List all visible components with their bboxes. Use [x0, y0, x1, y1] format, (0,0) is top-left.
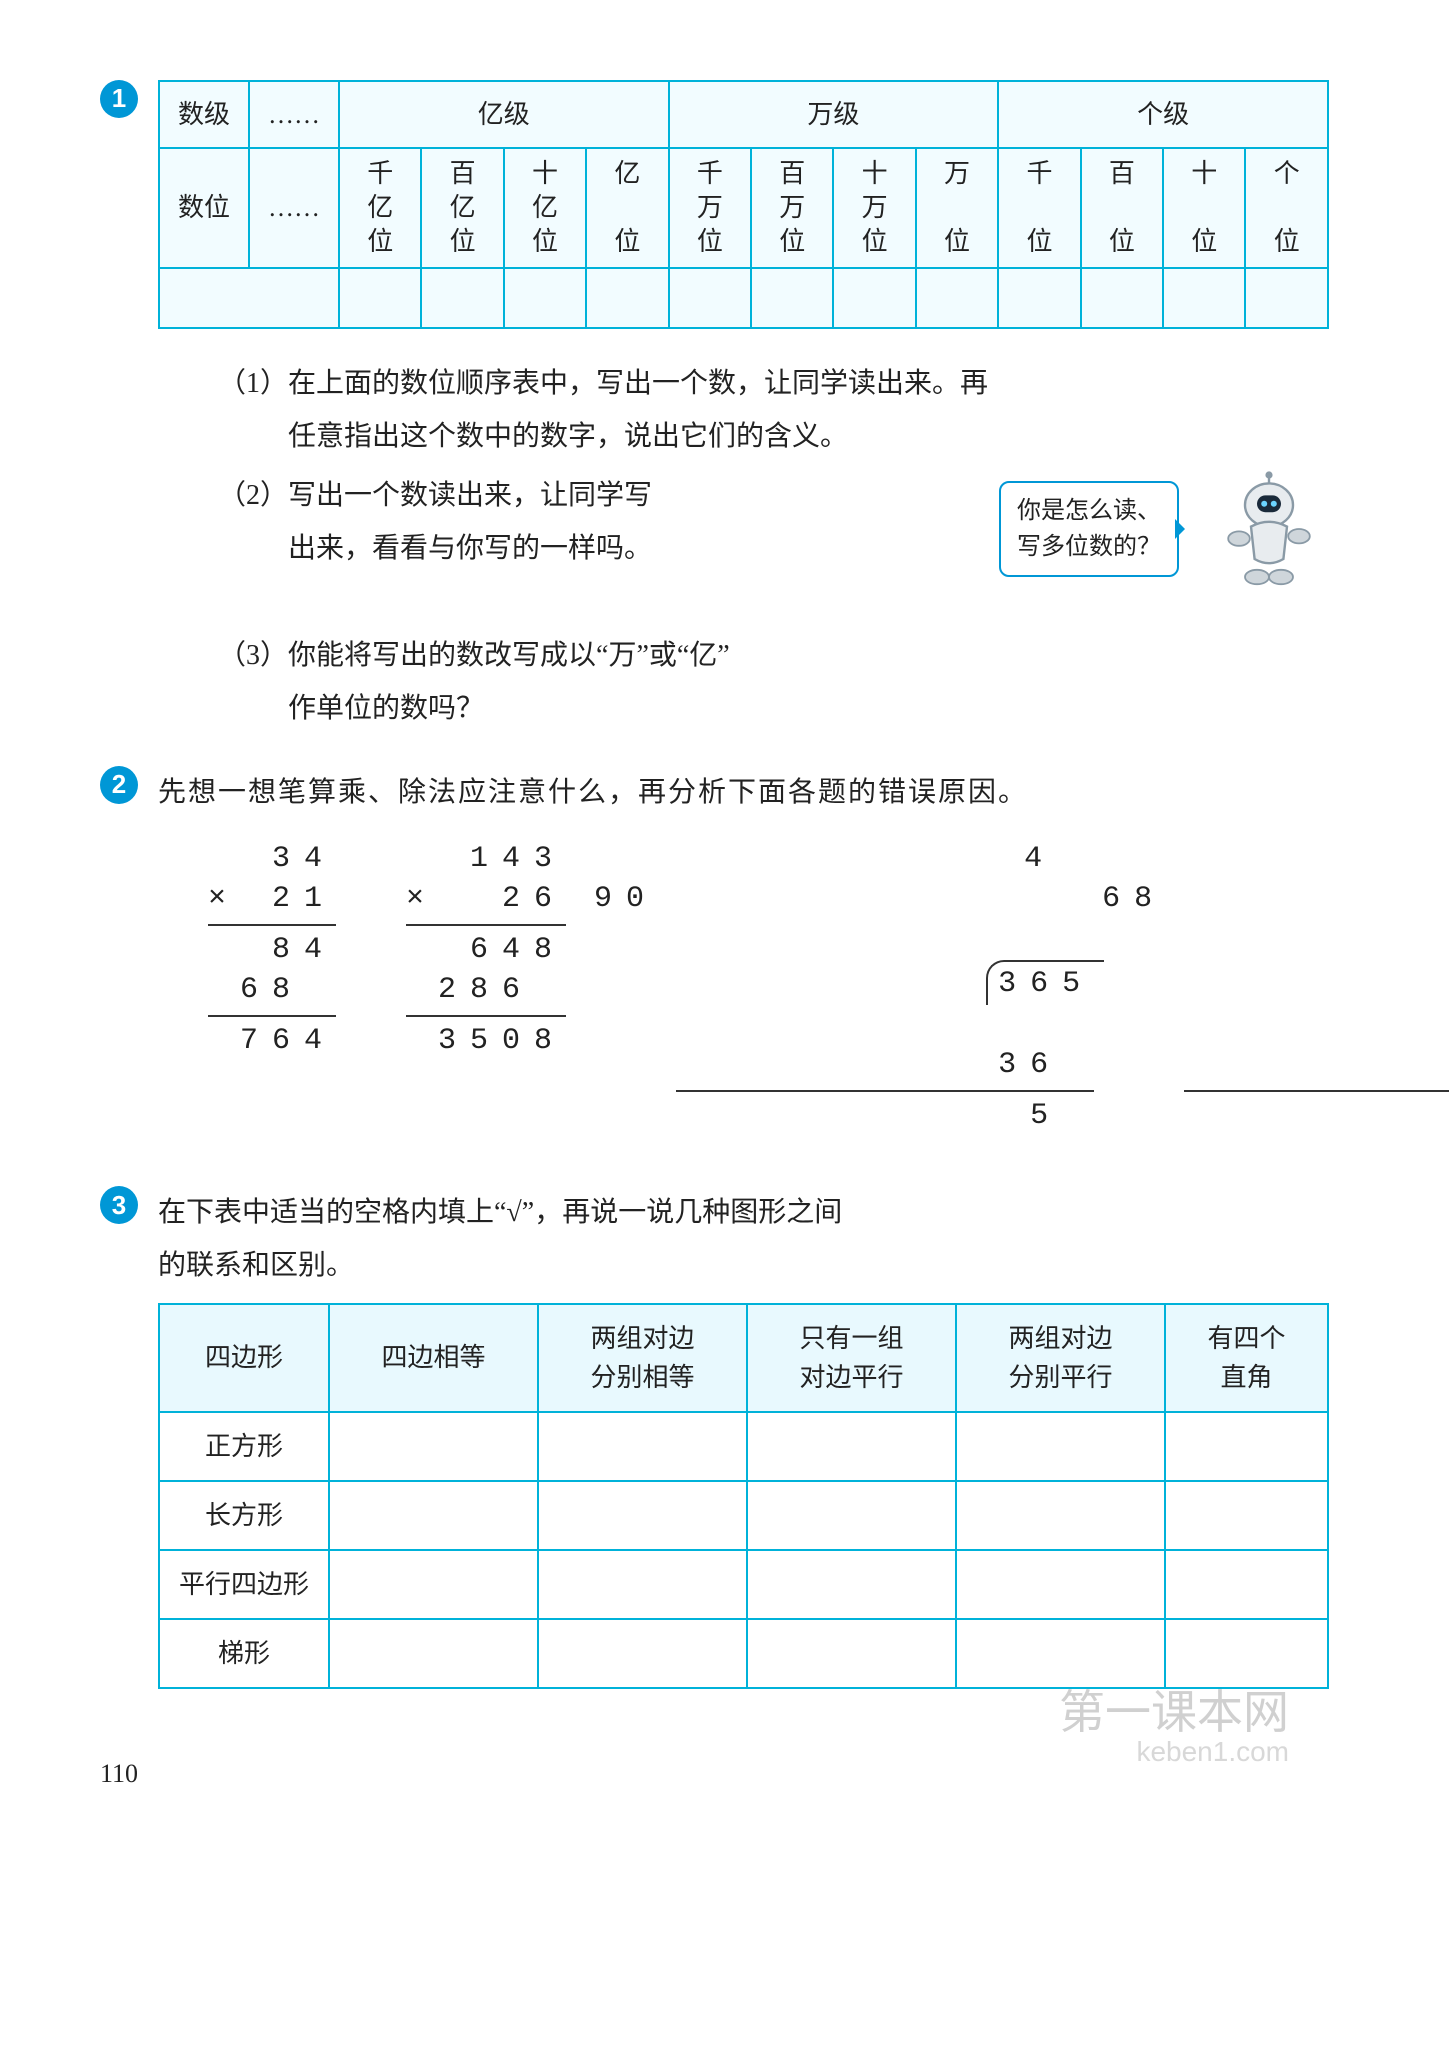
bubble-line1: 你是怎么读、 [1017, 498, 1161, 524]
q1-3-num: （3） [218, 629, 288, 735]
pv-cell: 百 万 位 [751, 148, 833, 267]
pv-cell: 百 亿 位 [421, 148, 503, 267]
pv-group-wan: 万级 [669, 81, 999, 148]
speech-bubble: 你是怎么读、 写多位数的？ [999, 481, 1179, 577]
pv-ellipsis2: …… [249, 148, 339, 267]
pv-blank [586, 268, 668, 328]
pv-blank [833, 268, 915, 328]
shape-cell [1165, 1619, 1328, 1688]
shape-cell [956, 1619, 1165, 1688]
question-3: 3 在下表中适当的空格内填上“√”，再说一说几种图形之间 的联系和区别。 四边形… [100, 1186, 1329, 1688]
shape-cell [329, 1412, 538, 1481]
shape-cell [956, 1550, 1165, 1619]
pv-blank [504, 268, 586, 328]
pv-blank [421, 268, 503, 328]
pv-blank [159, 268, 339, 328]
shape-cell [329, 1550, 538, 1619]
shape-cell [747, 1619, 956, 1688]
pv-blank [1163, 268, 1245, 328]
pv-group-yi: 亿级 [339, 81, 669, 148]
pv-blank [916, 268, 998, 328]
pv-blank [1245, 268, 1328, 328]
shape-cell [747, 1550, 956, 1619]
shape-header: 四边相等 [329, 1304, 538, 1412]
q1-1-num: （1） [218, 357, 288, 463]
q3-prompt: 在下表中适当的空格内填上“√”，再说一说几种图形之间 的联系和区别。 [158, 1186, 1329, 1292]
robot-icon [1209, 469, 1329, 589]
shape-cell [538, 1619, 747, 1688]
pv-cell: 千 亿 位 [339, 148, 421, 267]
pv-cell: 百 位 [1081, 148, 1163, 267]
shapes-table: 四边形 四边相等 两组对边 分别相等 只有一组 对边平行 两组对边 分别平行 有… [158, 1303, 1329, 1689]
shape-header: 两组对边 分别平行 [956, 1304, 1165, 1412]
question-2: 2 先想一想笔算乘、除法应注意什么，再分析下面各题的错误原因。 34 × 21 … [100, 766, 1329, 1157]
shape-header: 四边形 [159, 1304, 329, 1412]
pv-cell: 十 亿 位 [504, 148, 586, 267]
q1-2-line1: 写出一个数读出来，让同学写 [288, 480, 652, 511]
q1-3-line2: 作单位的数吗？ [288, 693, 484, 724]
shape-header: 两组对边 分别相等 [538, 1304, 747, 1412]
shape-cell [956, 1412, 1165, 1481]
pv-blank [998, 268, 1080, 328]
pv-blank [339, 268, 421, 328]
math-div-2: 5 68 408 340 68 [1174, 839, 1449, 1137]
page-number: 110 [100, 1749, 1329, 1798]
pv-label2: 数位 [159, 148, 249, 267]
pv-cell: 万 位 [916, 148, 998, 267]
shape-header: 只有一组 对边平行 [747, 1304, 956, 1412]
q1-item-1: （1） 在上面的数位顺序表中，写出一个数，让同学读出来。再 任意指出这个数中的数… [218, 357, 1329, 463]
pv-blank [669, 268, 751, 328]
q1-1-line2: 任意指出这个数中的数字，说出它们的含义。 [288, 421, 848, 452]
shape-row-label: 正方形 [159, 1412, 329, 1481]
shape-header: 有四个 直角 [1165, 1304, 1328, 1412]
q1-3-line1: 你能将写出的数改写成以“万”或“亿” [288, 640, 730, 671]
question-3-number: 3 [100, 1186, 138, 1224]
pv-blank [751, 268, 833, 328]
shape-row-label: 梯形 [159, 1619, 329, 1688]
shape-cell [747, 1412, 956, 1481]
shape-cell [1165, 1481, 1328, 1550]
q1-item-2: （2） 写出一个数读出来，让同学写 出来，看看与你写的一样吗。 [218, 469, 999, 575]
shape-cell [538, 1481, 747, 1550]
pv-cell: 十 位 [1163, 148, 1245, 267]
place-value-table: 数级 …… 亿级 万级 个级 数位 …… 千 亿 位 百 亿 位 十 亿 位 亿… [158, 80, 1329, 329]
pv-ellipsis: …… [249, 81, 339, 148]
q1-item-3: （3） 你能将写出的数改写成以“万”或“亿” 作单位的数吗？ [218, 629, 1329, 735]
shape-cell [329, 1619, 538, 1688]
shape-row-label: 平行四边形 [159, 1550, 329, 1619]
q1-2-line2: 出来，看看与你写的一样吗。 [288, 533, 652, 564]
pv-label: 数级 [159, 81, 249, 148]
question-2-number: 2 [100, 766, 138, 804]
pv-group-ge: 个级 [998, 81, 1328, 148]
bubble-line2: 写多位数的？ [1017, 534, 1161, 560]
pv-cell: 十 万 位 [833, 148, 915, 267]
shape-row-label: 长方形 [159, 1481, 329, 1550]
q2-prompt: 先想一想笔算乘、除法应注意什么，再分析下面各题的错误原因。 [158, 766, 1449, 819]
question-1-number: 1 [100, 80, 138, 118]
shape-cell [538, 1550, 747, 1619]
shape-cell [1165, 1550, 1328, 1619]
math-mult-1: 34 × 21 84 68 764 [208, 839, 336, 1137]
shape-cell [1165, 1412, 1328, 1481]
pv-cell: 个 位 [1245, 148, 1328, 267]
shape-cell [747, 1481, 956, 1550]
pv-cell: 亿 位 [586, 148, 668, 267]
q1-2-num: （2） [218, 469, 288, 575]
q1-1-line1: 在上面的数位顺序表中，写出一个数，让同学读出来。再 [288, 368, 988, 399]
math-div-1: 4 90 365 36 5 [666, 839, 1104, 1137]
shape-cell [538, 1412, 747, 1481]
question-1: 1 数级 …… 亿级 万级 个级 数位 …… 千 亿 位 百 亿 位 十 亿 位… [100, 80, 1329, 736]
shape-cell [329, 1481, 538, 1550]
pv-cell: 千 万 位 [669, 148, 751, 267]
math-mult-2: 143 × 26 648 286 3508 [406, 839, 566, 1137]
shape-cell [956, 1481, 1165, 1550]
pv-blank [1081, 268, 1163, 328]
pv-cell: 千 位 [998, 148, 1080, 267]
